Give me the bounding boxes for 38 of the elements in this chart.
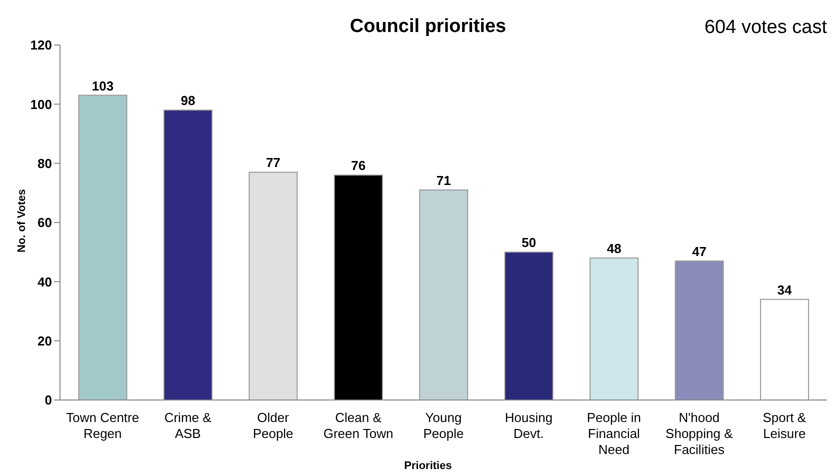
y-tick-label: 100	[30, 96, 52, 112]
y-tick-label: 80	[38, 156, 52, 171]
bar	[419, 189, 468, 400]
data-label: 34	[777, 282, 793, 298]
chart-title: Council priorities	[350, 16, 506, 37]
x-tick-label: Crime & ASB	[164, 410, 212, 441]
data-label: 48	[606, 241, 622, 256]
bar	[163, 110, 212, 400]
y-axis-title: No. of Votes	[16, 189, 28, 252]
x-tick-label: Young People	[423, 410, 464, 441]
bar	[674, 260, 724, 400]
y-tick-label: 40	[38, 274, 52, 290]
bar	[590, 258, 639, 400]
x-tick-label: People in Financial Need	[586, 410, 642, 457]
data-label: 98	[180, 93, 196, 108]
bar	[334, 174, 383, 400]
data-label: 47	[692, 244, 707, 259]
data-label: 103	[92, 78, 114, 94]
x-axis-title: Priorities	[403, 460, 453, 472]
x-tick-label: Town Centre Regen	[66, 410, 140, 441]
y-tick-label: 120	[30, 38, 52, 53]
text: 604 votes cast	[704, 17, 827, 39]
bar	[78, 94, 128, 400]
data-label: 77	[266, 155, 280, 170]
y-tick-label: 60	[38, 215, 52, 230]
x-tick-label: Clean & Green Town	[323, 410, 394, 441]
x-tick-label: Older People	[252, 410, 294, 441]
x-tick-label: N'hood Shopping & Facilities	[666, 410, 734, 457]
data-label: 76	[351, 158, 366, 174]
x-tick-label: Sport & Leisure	[762, 410, 806, 441]
bar	[504, 252, 554, 400]
y-tick-label: 0	[44, 392, 52, 408]
y-tick-label: 20	[38, 333, 52, 348]
x-tick-label: Housing Devt.	[504, 410, 553, 441]
data-label: 71	[436, 172, 451, 188]
bar	[760, 298, 810, 400]
data-label: 50	[522, 235, 536, 250]
bar	[248, 172, 298, 400]
